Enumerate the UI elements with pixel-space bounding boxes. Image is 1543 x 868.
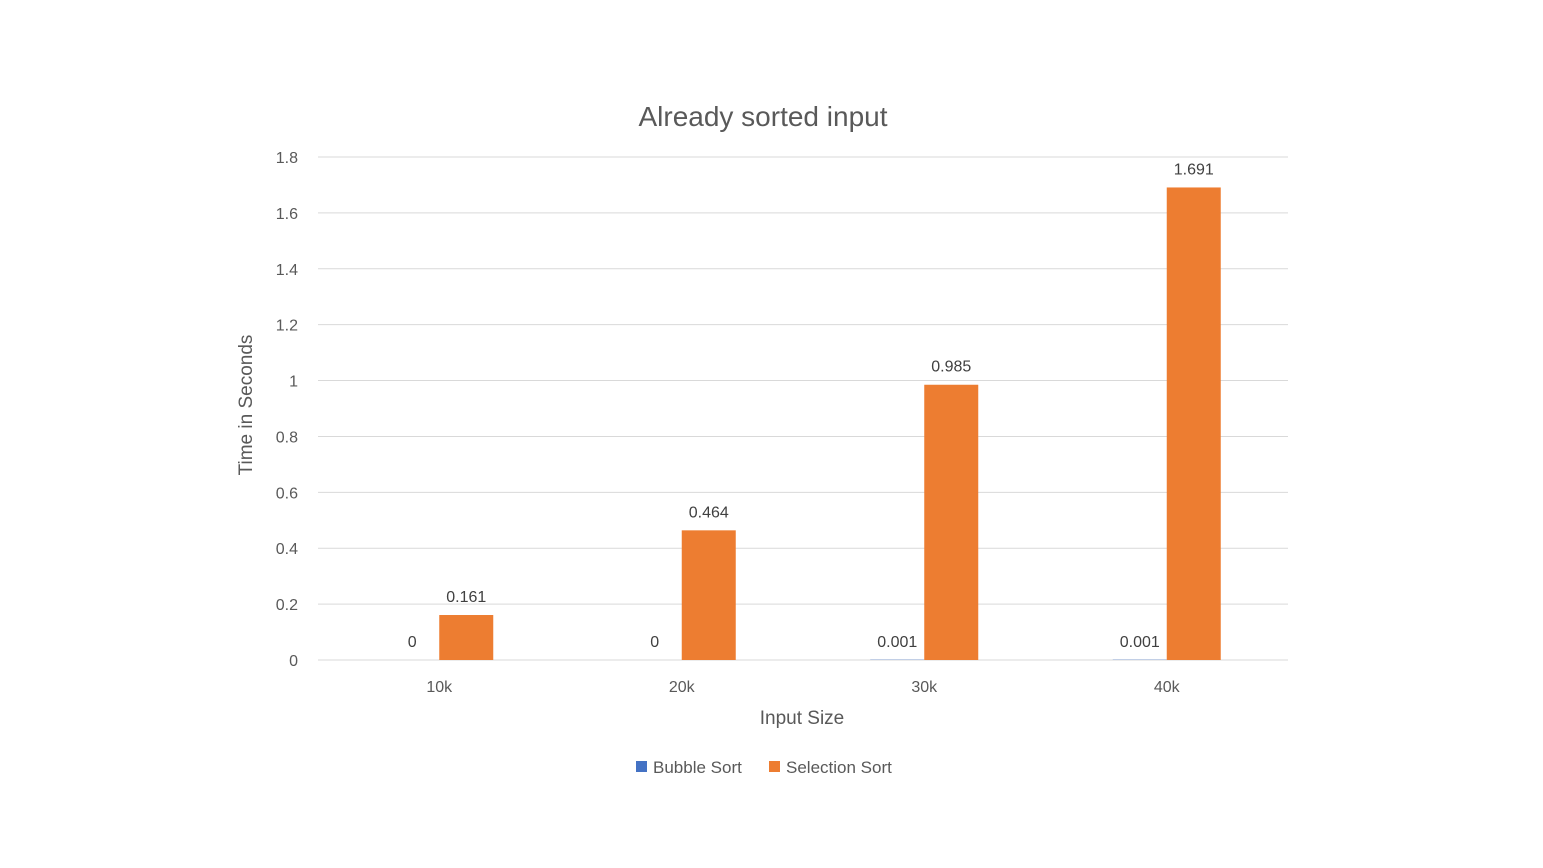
x-axis-title: Input Size: [760, 708, 845, 729]
bar-selection-sort: [1167, 187, 1221, 660]
y-tick-label: 0.2: [276, 597, 298, 614]
legend-label: Selection Sort: [786, 758, 892, 777]
data-label: 0.161: [446, 589, 486, 606]
data-label: 0.985: [931, 359, 971, 376]
bar-selection-sort: [682, 530, 736, 660]
data-label: 0: [408, 634, 417, 651]
x-tick-label: 30k: [911, 679, 938, 696]
legend-label: Bubble Sort: [653, 758, 742, 777]
y-tick-label: 0.8: [276, 429, 298, 446]
data-label: 0: [650, 634, 659, 651]
y-axis-title: Time in Seconds: [236, 335, 257, 476]
bar-selection-sort: [439, 615, 493, 660]
x-tick-label: 10k: [426, 679, 453, 696]
y-axis-ticks: 0 0.2 0.4 0.6 0.8 1 1.2 1.4 1.6 1.8: [276, 150, 298, 670]
y-tick-label: 1.6: [276, 206, 298, 223]
y-tick-label: 0.6: [276, 485, 298, 502]
y-tick-label: 1.4: [276, 262, 298, 279]
data-label: 0.001: [877, 634, 917, 651]
y-tick-label: 1.2: [276, 318, 298, 335]
y-tick-label: 0.4: [276, 541, 298, 558]
x-tick-label: 40k: [1154, 679, 1181, 696]
data-labels: 0 0.161 0 0.464 0.001 0.985 0.001 1.691: [408, 161, 1214, 651]
y-tick-label: 1.8: [276, 150, 298, 167]
data-label: 1.691: [1174, 161, 1214, 178]
bar-selection-sort: [924, 385, 978, 660]
y-tick-label: 1: [289, 374, 298, 391]
legend-swatch: [769, 761, 780, 772]
bars: [439, 187, 1221, 660]
x-tick-label: 20k: [669, 679, 696, 696]
chart-title: Already sorted input: [638, 101, 887, 132]
gridlines: [318, 157, 1288, 660]
legend: Bubble Sort Selection Sort: [636, 758, 892, 777]
legend-swatch: [636, 761, 647, 772]
data-label: 0.001: [1120, 634, 1160, 651]
x-axis-ticks: 10k 20k 30k 40k: [426, 679, 1180, 696]
data-label: 0.464: [689, 504, 729, 521]
y-tick-label: 0: [289, 653, 298, 670]
